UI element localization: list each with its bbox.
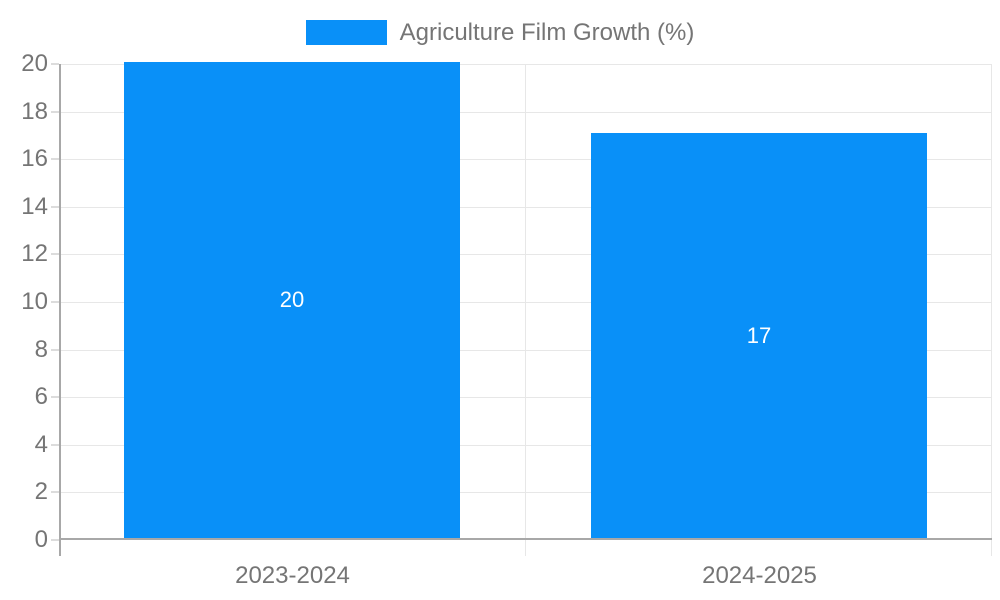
y-axis-label: 12 <box>21 240 48 267</box>
y-tick <box>51 63 59 65</box>
y-axis-label: 2 <box>34 478 48 505</box>
y-tick <box>51 206 59 208</box>
y-gridline <box>61 254 992 255</box>
y-gridline <box>61 492 992 493</box>
y-tick <box>51 444 59 446</box>
legend[interactable]: Agriculture Film Growth (%) <box>0 18 1000 47</box>
x-axis-line <box>59 538 992 540</box>
y-tick <box>51 111 59 113</box>
x-axis-label: 2023-2024 <box>235 562 350 589</box>
legend-label: Agriculture Film Growth (%) <box>399 19 695 46</box>
y-gridline <box>61 207 992 208</box>
y-axis-label: 20 <box>21 50 48 77</box>
y-axis-label: 18 <box>21 98 48 125</box>
y-axis-label: 14 <box>21 193 48 220</box>
bar <box>591 133 927 538</box>
y-gridline <box>61 64 992 65</box>
y-tick <box>51 158 59 160</box>
y-axis-label: 8 <box>34 336 48 363</box>
bar-value-label: 17 <box>746 323 772 348</box>
bar-value-label: 20 <box>279 287 305 312</box>
y-gridline <box>61 302 992 303</box>
y-tick <box>51 539 59 541</box>
y-gridline <box>61 159 992 160</box>
y-tick <box>51 301 59 303</box>
y-gridline <box>61 350 992 351</box>
y-axis-label: 16 <box>21 145 48 172</box>
y-tick <box>51 491 59 493</box>
legend-swatch <box>305 20 387 45</box>
x-axis-label: 2024-2025 <box>702 562 817 589</box>
bar <box>124 62 460 538</box>
y-gridline <box>61 397 992 398</box>
y-tick <box>51 396 59 398</box>
x-gridline <box>525 64 526 556</box>
y-axis-label: 0 <box>34 526 48 553</box>
y-axis-label: 4 <box>34 431 48 458</box>
y-axis-label: 6 <box>34 383 48 410</box>
y-axis-line <box>59 64 61 556</box>
y-gridline <box>61 112 992 113</box>
y-tick <box>51 253 59 255</box>
x-gridline <box>991 64 992 556</box>
y-axis-label: 10 <box>21 288 48 315</box>
y-gridline <box>61 445 992 446</box>
y-tick <box>51 349 59 351</box>
